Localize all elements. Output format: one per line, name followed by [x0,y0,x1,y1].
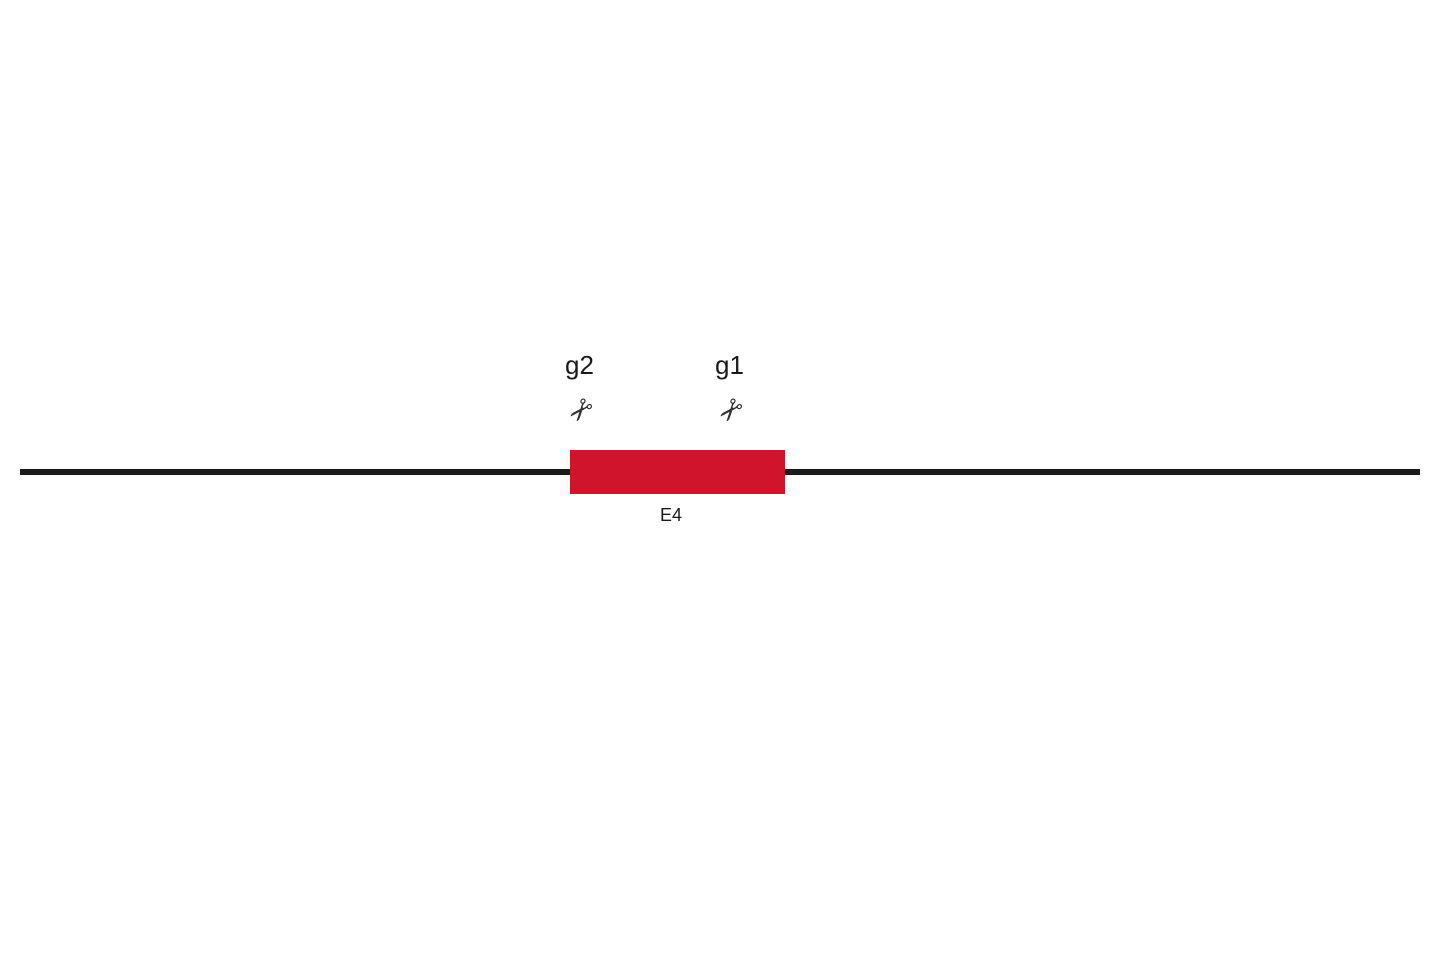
genome-line-right [785,469,1420,475]
exon-label: E4 [660,505,682,526]
guide-label-g2: g2 [565,350,594,381]
exon-box [570,450,785,494]
scissors-icon-g1: ✂ [708,389,751,431]
guide-label-g1: g1 [715,350,744,381]
gene-diagram: E4 g2 ✂ g1 ✂ [0,0,1440,960]
genome-line-left [20,469,570,475]
scissors-icon-g2: ✂ [558,389,601,431]
